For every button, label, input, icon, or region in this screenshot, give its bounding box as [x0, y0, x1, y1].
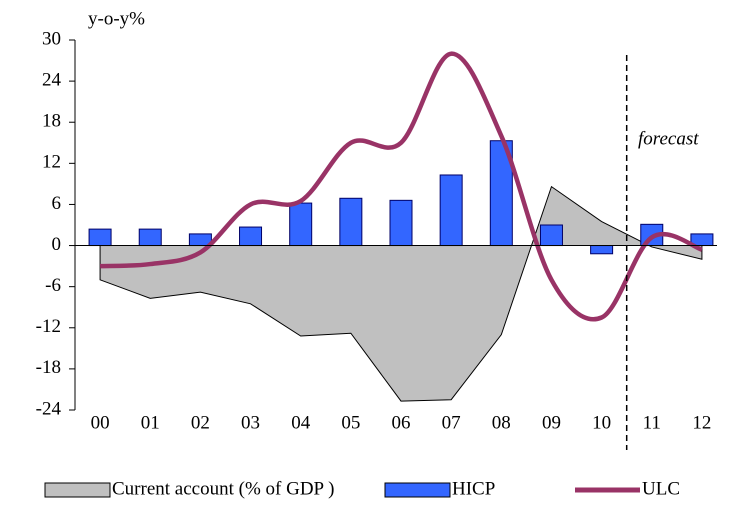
- x-tick-label: 04: [291, 412, 311, 433]
- bar: [289, 202, 313, 247]
- x-tick-label: 00: [91, 412, 110, 433]
- bar: [138, 228, 162, 247]
- legend-label: HICP: [452, 478, 495, 499]
- x-tick-label: 09: [542, 412, 561, 433]
- bar: [389, 199, 413, 247]
- y-tick-label: -12: [36, 316, 61, 337]
- x-tick-label: 11: [643, 412, 661, 433]
- bar: [590, 245, 614, 255]
- line: [99, 51, 703, 322]
- x-tick-label: 08: [492, 412, 511, 433]
- bar: [539, 224, 563, 247]
- legend-label: ULC: [642, 478, 680, 499]
- x-tick-label: 03: [241, 412, 260, 433]
- legend-label: Current account (% of GDP ): [112, 478, 334, 499]
- forecast-annotation: forecast: [638, 128, 699, 149]
- y-tick-label: -24: [36, 398, 62, 419]
- x-tick-label: 07: [442, 412, 461, 433]
- y-tick-label: -18: [36, 357, 61, 378]
- y-tick-label: 12: [42, 152, 61, 173]
- bar: [339, 197, 363, 247]
- x-tick-label: 05: [341, 412, 360, 433]
- x-tick-label: 10: [592, 412, 611, 433]
- y-tick-label: 24: [42, 69, 62, 90]
- bar: [239, 226, 263, 247]
- y-tick-label: 6: [52, 193, 62, 214]
- y-axis-label: y-o-y%: [88, 8, 145, 29]
- bar: [439, 174, 463, 247]
- y-tick-label: -6: [45, 275, 61, 296]
- y-tick-label: 0: [52, 234, 62, 255]
- y-tick-label: 30: [42, 28, 61, 49]
- x-tick-label: 01: [141, 412, 160, 433]
- legend-swatch: [384, 482, 451, 498]
- x-tick-label: 12: [692, 412, 711, 433]
- x-tick-label: 06: [392, 412, 411, 433]
- bar: [88, 228, 112, 247]
- legend-swatch: [44, 482, 111, 498]
- x-tick-label: 02: [191, 412, 210, 433]
- y-tick-label: 18: [42, 111, 61, 132]
